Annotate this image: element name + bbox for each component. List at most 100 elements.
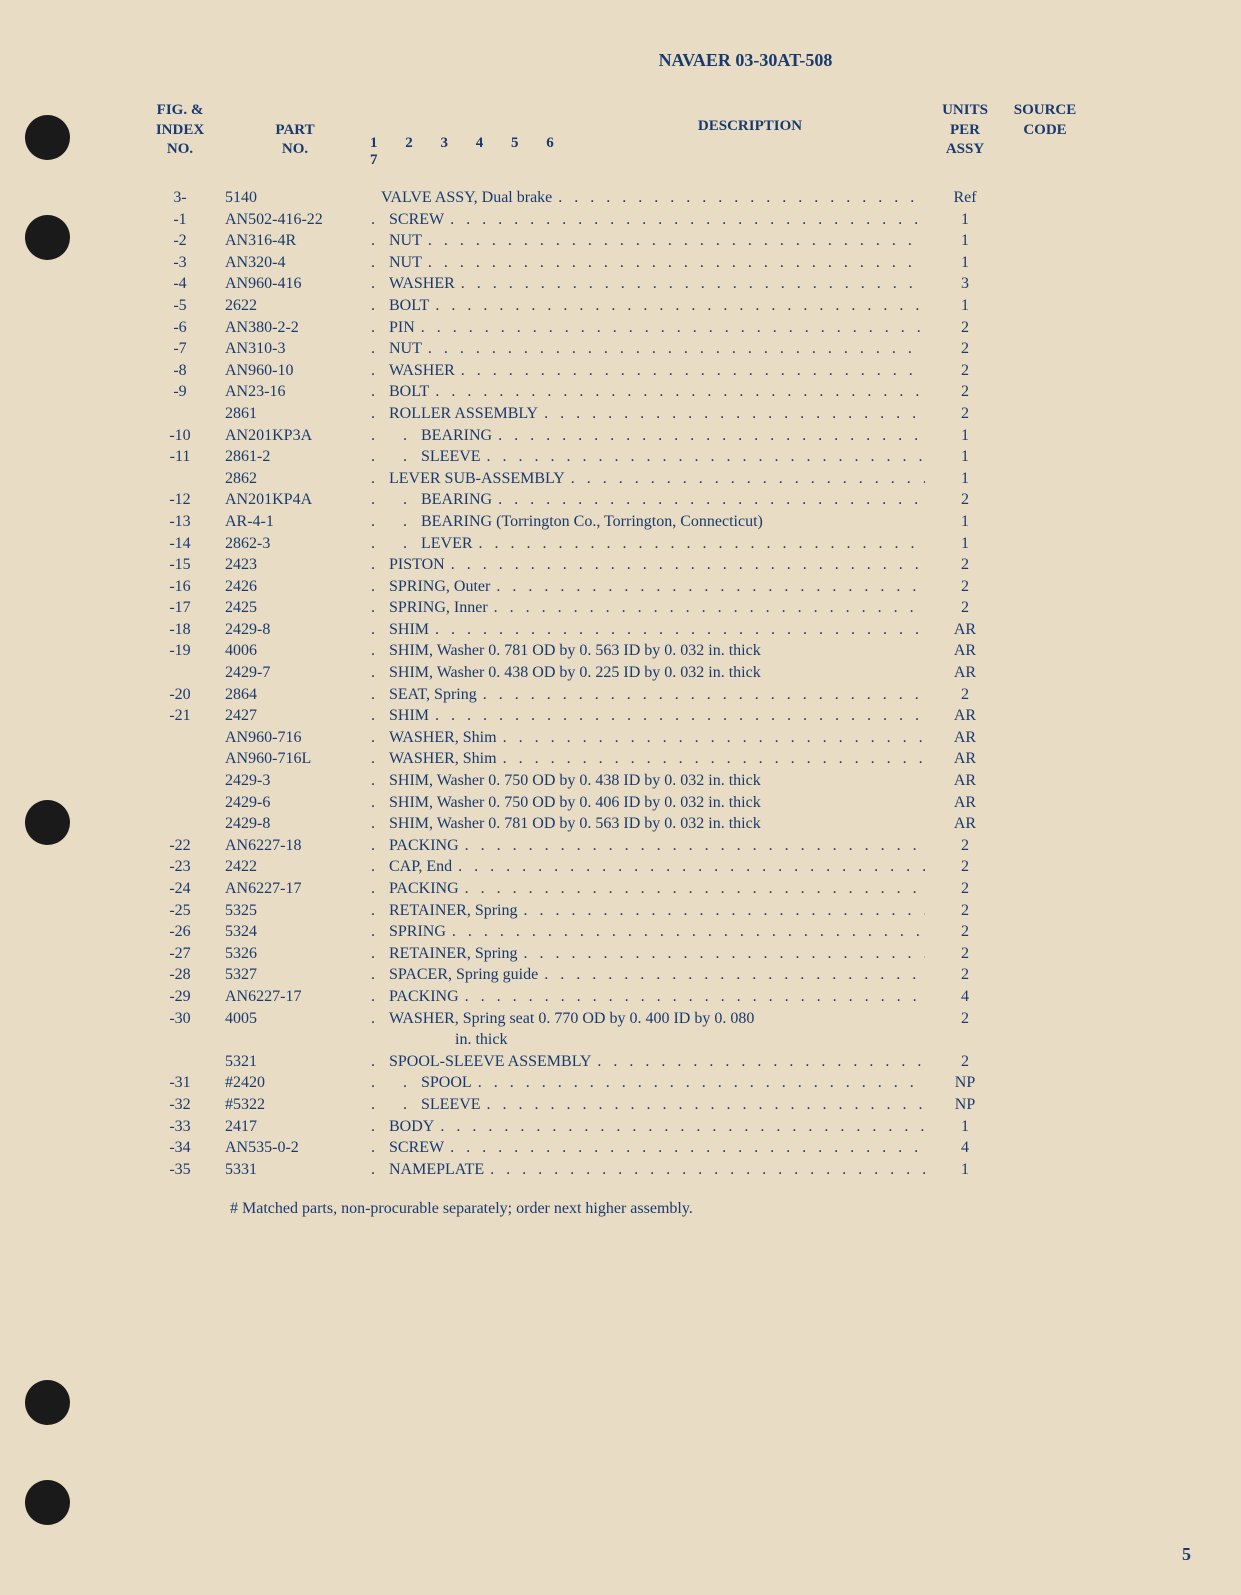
table-row: 3-5140 VALVE ASSY, Dual brake. . . . . .… bbox=[135, 187, 1181, 209]
indent-marker: . bbox=[365, 317, 381, 339]
fig-index-cell: -24 bbox=[135, 878, 225, 900]
indent-marker: . bbox=[365, 684, 381, 706]
units-cell: 2 bbox=[925, 554, 1005, 576]
fig-index-cell: -12 bbox=[135, 489, 225, 511]
description-cell: . . BEARING (Torrington Co., Torrington,… bbox=[365, 511, 925, 533]
part-no-cell: AN960-10 bbox=[225, 360, 365, 382]
indent-marker: . bbox=[365, 856, 381, 878]
indent-marker: . bbox=[365, 273, 381, 295]
leader-dots: . . . . . . . . . . . . . . . . . . . . … bbox=[497, 727, 925, 749]
fig-index-cell: -32 bbox=[135, 1094, 225, 1116]
table-row: -29AN6227-17. PACKING. . . . . . . . . .… bbox=[135, 986, 1181, 1008]
description-cell: . LEVER SUB-ASSEMBLY. . . . . . . . . . … bbox=[365, 468, 925, 490]
punch-hole bbox=[25, 115, 70, 160]
part-no-cell: AN502-416-22 bbox=[225, 209, 365, 231]
units-cell: 2 bbox=[925, 597, 1005, 619]
units-cell: 1 bbox=[925, 1159, 1005, 1181]
description-text: SPRING, Inner bbox=[381, 597, 488, 619]
units-cell: NP bbox=[925, 1072, 1005, 1094]
indent-marker: . bbox=[365, 511, 381, 533]
part-no-cell: 2423 bbox=[225, 554, 365, 576]
indent-marker: . bbox=[397, 1072, 413, 1094]
description-text: NUT bbox=[381, 338, 422, 360]
part-no-cell: AN960-716L bbox=[225, 748, 365, 770]
table-row: -12AN201KP4A. . BEARING. . . . . . . . .… bbox=[135, 489, 1181, 511]
part-no-cell: 5321 bbox=[225, 1051, 365, 1073]
indent-marker: . bbox=[365, 1051, 381, 1073]
fig-index-cell: -7 bbox=[135, 338, 225, 360]
document-header: NAVAER 03-30AT-508 bbox=[40, 50, 1201, 71]
leader-dots: . . . . . . . . . . . . . . . . . . . . … bbox=[490, 576, 925, 598]
units-cell: 4 bbox=[925, 986, 1005, 1008]
table-row: -182429-8. SHIM. . . . . . . . . . . . .… bbox=[135, 619, 1181, 641]
header-fig-index: FIG. &INDEXNO. bbox=[135, 101, 225, 169]
part-no-cell: 2862 bbox=[225, 468, 365, 490]
units-cell: 1 bbox=[925, 252, 1005, 274]
description-cell: . NUT. . . . . . . . . . . . . . . . . .… bbox=[365, 338, 925, 360]
description-cell: . . SPOOL. . . . . . . . . . . . . . . .… bbox=[365, 1072, 925, 1094]
description-text: SPACER, Spring guide bbox=[381, 964, 538, 986]
table-row: -332417. BODY. . . . . . . . . . . . . .… bbox=[135, 1116, 1181, 1138]
description-text: SPOOL-SLEEVE ASSEMBLY bbox=[381, 1051, 591, 1073]
table-row: -194006. SHIM, Washer 0. 781 OD by 0. 56… bbox=[135, 640, 1181, 662]
description-cell: . SPRING, Inner. . . . . . . . . . . . .… bbox=[365, 597, 925, 619]
leader-dots: . . . . . . . . . . . . . . . . . . . . … bbox=[481, 446, 925, 468]
fig-index-cell: -17 bbox=[135, 597, 225, 619]
part-no-cell: 2426 bbox=[225, 576, 365, 598]
fig-index-cell: -14 bbox=[135, 533, 225, 555]
part-no-cell: AN201KP3A bbox=[225, 425, 365, 447]
description-text: SHIM, Washer 0. 781 OD by 0. 563 ID by 0… bbox=[381, 640, 761, 662]
units-cell: 2 bbox=[925, 856, 1005, 878]
table-row: -22AN6227-18. PACKING. . . . . . . . . .… bbox=[135, 835, 1181, 857]
units-cell: 1 bbox=[925, 230, 1005, 252]
table-row: -24AN6227-17. PACKING. . . . . . . . . .… bbox=[135, 878, 1181, 900]
table-row: -4AN960-416. WASHER. . . . . . . . . . .… bbox=[135, 273, 1181, 295]
leader-dots: . . . . . . . . . . . . . . . . . . . . … bbox=[455, 360, 925, 382]
description-text: WASHER, Shim bbox=[381, 727, 497, 749]
indent-marker: . bbox=[397, 533, 413, 555]
description-text: NAMEPLATE bbox=[381, 1159, 484, 1181]
fig-index-cell: -19 bbox=[135, 640, 225, 662]
units-cell: NP bbox=[925, 1094, 1005, 1116]
leader-dots: . . . . . . . . . . . . . . . . . . . . … bbox=[422, 230, 925, 252]
units-cell: 1 bbox=[925, 533, 1005, 555]
part-no-cell: 2429-8 bbox=[225, 619, 365, 641]
fig-index-cell: -27 bbox=[135, 943, 225, 965]
fig-index-cell: -6 bbox=[135, 317, 225, 339]
table-row: -32#5322. . SLEEVE. . . . . . . . . . . … bbox=[135, 1094, 1181, 1116]
description-text: WASHER, Shim bbox=[381, 748, 497, 770]
description-cell: . SPRING. . . . . . . . . . . . . . . . … bbox=[365, 921, 925, 943]
table-row: -8AN960-10. WASHER. . . . . . . . . . . … bbox=[135, 360, 1181, 382]
table-row: -285327. SPACER, Spring guide. . . . . .… bbox=[135, 964, 1181, 986]
leader-dots: . . . . . . . . . . . . . . . . . . . . … bbox=[429, 705, 925, 727]
leader-dots: . . . . . . . . . . . . . . . . . . . . … bbox=[497, 748, 925, 770]
table-row: -202864. SEAT, Spring. . . . . . . . . .… bbox=[135, 684, 1181, 706]
description-cell: . SHIM, Washer 0. 781 OD by 0. 563 ID by… bbox=[365, 640, 925, 662]
page-number: 5 bbox=[1182, 1544, 1191, 1565]
fig-index-cell: -11 bbox=[135, 446, 225, 468]
units-cell: 2 bbox=[925, 900, 1005, 922]
description-cell: . NUT. . . . . . . . . . . . . . . . . .… bbox=[365, 230, 925, 252]
part-no-cell: AN380-2-2 bbox=[225, 317, 365, 339]
leader-dots: . . . . . . . . . . . . . . . . . . . . … bbox=[518, 943, 926, 965]
description-cell: . NAMEPLATE. . . . . . . . . . . . . . .… bbox=[365, 1159, 925, 1181]
indent-marker: . bbox=[365, 662, 381, 684]
fig-index-cell: -31 bbox=[135, 1072, 225, 1094]
table-row: -162426. SPRING, Outer. . . . . . . . . … bbox=[135, 576, 1181, 598]
description-cell: . BOLT. . . . . . . . . . . . . . . . . … bbox=[365, 381, 925, 403]
indent-marker: . bbox=[365, 878, 381, 900]
header-units: UNITSPERASSY bbox=[925, 101, 1005, 169]
units-cell: AR bbox=[925, 792, 1005, 814]
description-text: SHIM, Washer 0. 781 OD by 0. 563 ID by 0… bbox=[381, 813, 761, 835]
punch-hole bbox=[25, 215, 70, 260]
description-cell: . SHIM. . . . . . . . . . . . . . . . . … bbox=[365, 705, 925, 727]
description-text: NUT bbox=[381, 252, 422, 274]
description-text: SHIM, Washer 0. 750 OD by 0. 438 ID by 0… bbox=[381, 770, 761, 792]
table-row: -172425. SPRING, Inner. . . . . . . . . … bbox=[135, 597, 1181, 619]
leader-dots: . . . . . . . . . . . . . . . . . . . . … bbox=[459, 835, 925, 857]
part-no-cell: AN960-716 bbox=[225, 727, 365, 749]
table-row: 2429-7. SHIM, Washer 0. 438 OD by 0. 225… bbox=[135, 662, 1181, 684]
description-cell: . BOLT. . . . . . . . . . . . . . . . . … bbox=[365, 295, 925, 317]
description-text: LEVER bbox=[413, 533, 473, 555]
units-cell: 1 bbox=[925, 425, 1005, 447]
